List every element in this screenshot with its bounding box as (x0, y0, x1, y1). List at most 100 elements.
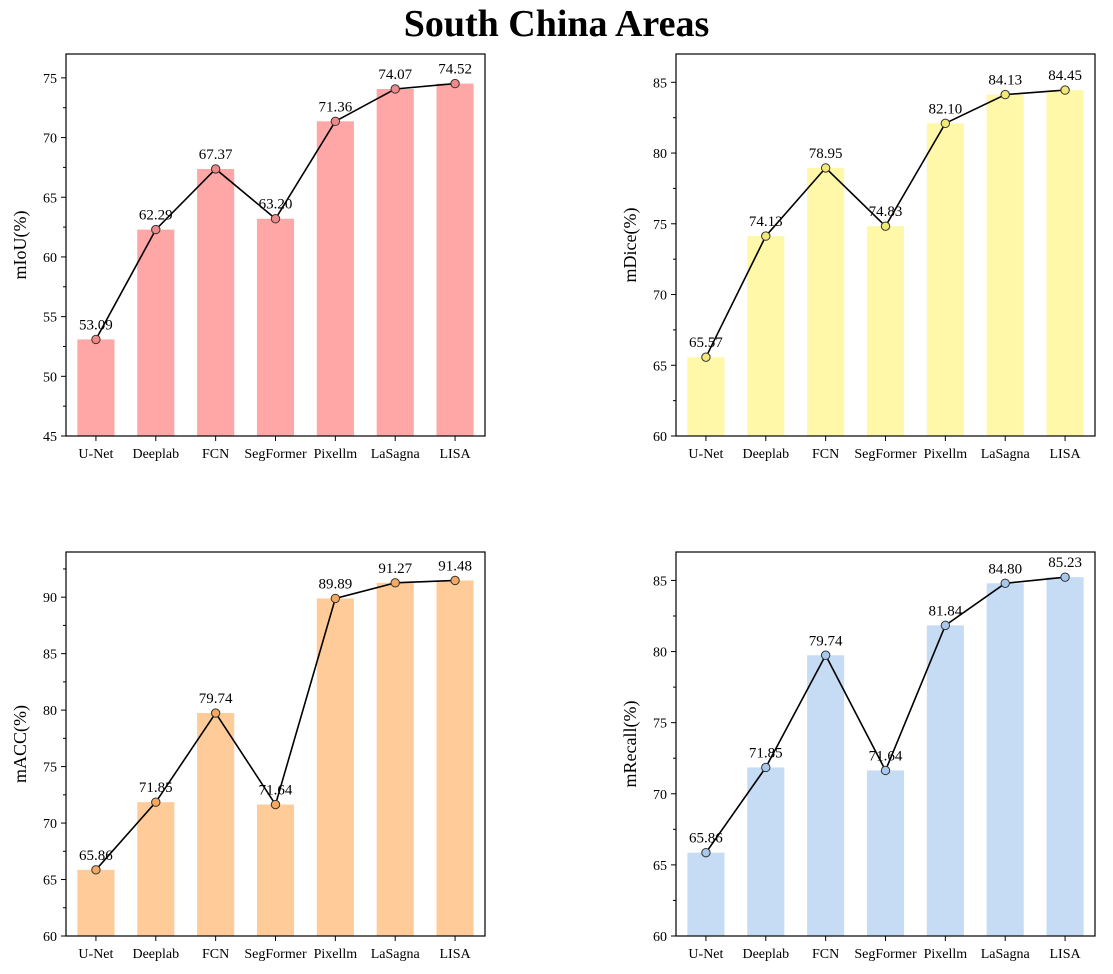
x-tick-label-u-net: U-Net (78, 447, 113, 462)
point-deeplab (761, 231, 771, 241)
point-deeplab (151, 224, 161, 235)
y-tick-label: 75 (653, 218, 667, 233)
bar-lisa (436, 580, 474, 936)
y-tick-label: 90 (43, 591, 57, 606)
x-tick-label-lasagna: LaSagna (371, 947, 421, 962)
y-axis-title: mRecall(%) (620, 701, 641, 788)
y-tick-label: 70 (43, 132, 57, 147)
value-label-pixellm: 89.89 (318, 576, 352, 592)
y-tick-label: 80 (653, 646, 667, 661)
value-label-lisa: 91.48 (438, 558, 472, 574)
value-label-pixellm: 81.84 (928, 603, 962, 619)
bar-pixellm (926, 625, 964, 936)
bar-fcn (807, 655, 845, 936)
bar-deeplab (747, 767, 785, 936)
y-tick-label: 65 (43, 191, 57, 206)
bar-u-net (687, 357, 725, 436)
x-tick-label-segformer: SegFormer (854, 947, 917, 962)
point-lasagna (390, 578, 400, 588)
point-lasagna (1000, 578, 1010, 588)
value-label-segformer: 71.64 (869, 748, 903, 764)
bar-segformer (866, 770, 905, 936)
x-tick-label-u-net: U-Net (688, 447, 723, 462)
bar-lasagna (376, 582, 414, 936)
value-label-deeplab: 74.13 (749, 214, 783, 230)
bar-lasagna (986, 583, 1024, 936)
bar-lisa (1046, 90, 1084, 437)
point-deeplab (761, 762, 771, 773)
y-tick-label: 80 (653, 147, 667, 162)
value-label-lasagna: 91.27 (378, 561, 412, 577)
bar-lisa (1046, 577, 1084, 936)
bar-pixellm (926, 123, 964, 436)
point-segformer (270, 799, 281, 810)
point-pixellm (940, 620, 951, 631)
x-tick-label-pixellm: Pixellm (924, 947, 968, 962)
value-label-fcn: 79.74 (199, 691, 233, 707)
y-tick-label: 65 (653, 359, 667, 374)
x-tick-label-fcn: FCN (202, 447, 229, 462)
point-fcn (820, 163, 831, 173)
x-tick-label-lasagna: LaSagna (371, 447, 421, 462)
mrecall-chart: 60 65 70 75 80 85 U-Net Deeplab FCN SegFormer Pixe… (620, 551, 1096, 962)
y-axis-title: mIoU(%) (10, 211, 31, 280)
bar-u-net (77, 869, 115, 936)
y-tick-label: 70 (653, 289, 667, 304)
point-lisa (1060, 85, 1070, 95)
value-label-u-net: 65.86 (79, 848, 113, 864)
y-tick-label: 60 (43, 251, 57, 266)
point-fcn (210, 708, 221, 718)
x-tick-label-u-net: U-Net (688, 947, 723, 962)
point-lisa (450, 575, 460, 586)
value-label-deeplab: 71.85 (139, 780, 173, 796)
value-label-fcn: 67.37 (199, 147, 233, 163)
y-tick-label: 55 (43, 311, 57, 326)
point-segformer (270, 214, 281, 224)
bar-fcn (197, 168, 235, 436)
x-tick-label-segformer: SegFormer (244, 447, 307, 462)
point-fcn (820, 650, 831, 660)
y-tick-label: 65 (43, 874, 57, 889)
y-axis-title: mACC(%) (10, 705, 31, 783)
x-tick-label-pixellm: Pixellm (314, 947, 358, 962)
bar-pixellm (316, 121, 354, 436)
value-label-u-net: 65.86 (689, 831, 723, 847)
y-tick-label: 85 (43, 648, 57, 663)
point-u-net (91, 334, 101, 345)
point-segformer (880, 221, 891, 231)
point-fcn (210, 164, 221, 174)
value-label-deeplab: 71.85 (749, 745, 783, 761)
bar-lisa (436, 83, 474, 437)
y-tick-label: 45 (43, 430, 57, 445)
x-tick-label-lisa: LISA (1050, 447, 1082, 462)
value-label-segformer: 74.83 (869, 204, 903, 220)
point-deeplab (151, 797, 161, 807)
value-label-lisa: 74.52 (438, 62, 472, 78)
x-tick-label-pixellm: Pixellm (924, 447, 968, 462)
bar-segformer (256, 218, 295, 436)
y-tick-label: 80 (43, 704, 57, 719)
value-label-fcn: 78.95 (809, 146, 843, 162)
bar-fcn (807, 167, 845, 437)
x-tick-label-deeplab: Deeplab (742, 947, 789, 962)
x-tick-label-lasagna: LaSagna (981, 447, 1031, 462)
x-tick-label-lisa: LISA (440, 447, 472, 462)
x-tick-label-pixellm: Pixellm (314, 447, 358, 462)
main-title: South China Areas (403, 3, 710, 45)
value-label-lisa: 84.45 (1048, 68, 1082, 84)
bar-lasagna (986, 94, 1024, 436)
y-tick-label: 50 (43, 370, 57, 385)
x-tick-label-segformer: SegFormer (244, 947, 307, 962)
x-tick-label-segformer: SegFormer (854, 447, 917, 462)
value-label-u-net: 65.57 (689, 335, 723, 351)
point-lisa (450, 78, 460, 89)
x-tick-label-fcn: FCN (812, 947, 839, 962)
value-label-u-net: 53.09 (79, 317, 113, 333)
value-label-fcn: 79.74 (809, 633, 843, 649)
y-tick-label: 75 (43, 72, 57, 87)
x-tick-label-lisa: LISA (440, 947, 472, 962)
bar-deeplab (137, 802, 175, 936)
miou-chart: 45 50 55 60 65 70 75 U-Net Deeplab FCN SegFormer Pi… (10, 53, 486, 462)
y-tick-label: 85 (653, 76, 667, 91)
value-label-lasagna: 74.07 (378, 67, 412, 83)
